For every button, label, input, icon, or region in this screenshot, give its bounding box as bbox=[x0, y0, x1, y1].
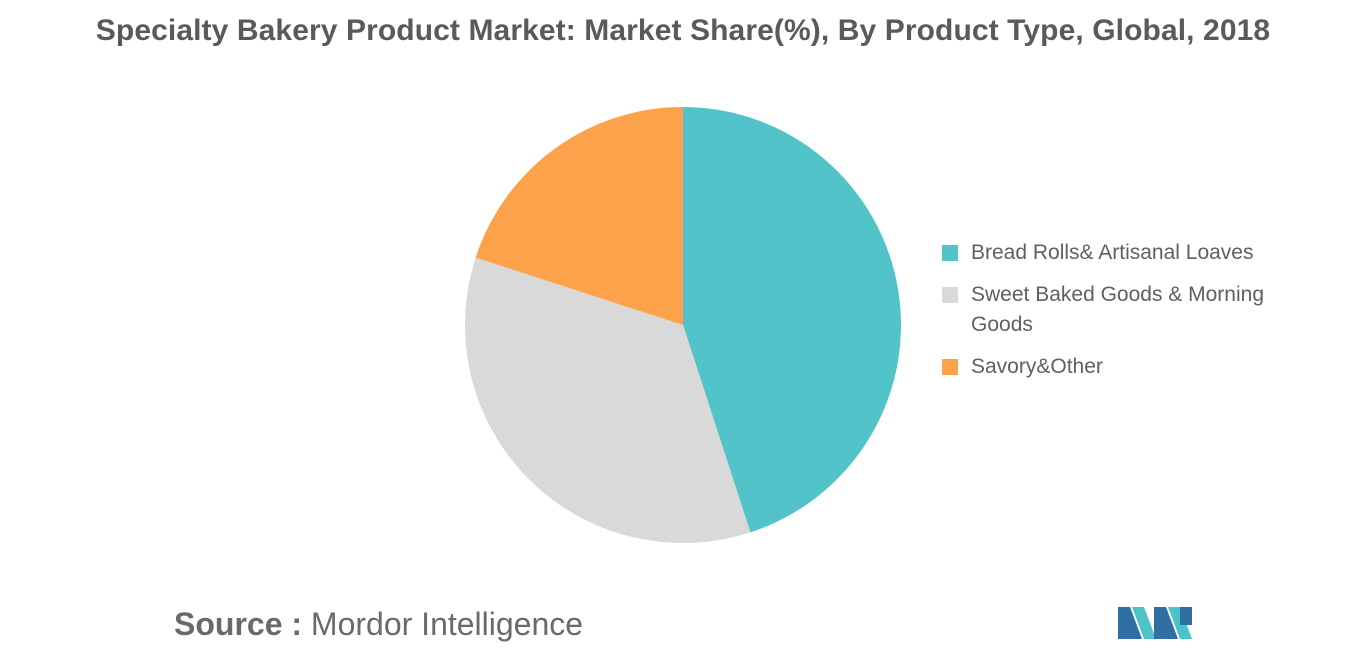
source-prefix: Source : bbox=[174, 606, 303, 642]
source-name: Mordor Intelligence bbox=[310, 606, 584, 642]
legend-swatch bbox=[942, 245, 958, 261]
legend-label: Savory&Other bbox=[971, 355, 1103, 378]
chart-legend: Bread Rolls& Artisanal Loaves Sweet Baked… bbox=[942, 238, 1352, 394]
mordor-intelligence-logo-icon bbox=[1118, 607, 1192, 639]
source-note: Source : Mordor Intelligence bbox=[174, 606, 583, 643]
legend-label: Sweet Baked Goods & Morning Goods bbox=[971, 283, 1264, 336]
legend-swatch bbox=[942, 287, 958, 303]
chart-title: Specialty Bakery Product Market: Market … bbox=[95, 14, 1271, 47]
legend-item: Bread Rolls& Artisanal Loaves bbox=[942, 238, 1352, 268]
legend-item: Sweet Baked Goods & Morning Goods bbox=[942, 280, 1352, 340]
pie-slice-1 bbox=[683, 107, 901, 533]
pie-slice-3 bbox=[475, 107, 683, 325]
legend-swatch bbox=[942, 359, 958, 375]
pie-slice-2 bbox=[464, 257, 751, 543]
legend-label: Bread Rolls& Artisanal Loaves bbox=[971, 241, 1254, 264]
legend-item: Savory&Other bbox=[942, 352, 1352, 382]
